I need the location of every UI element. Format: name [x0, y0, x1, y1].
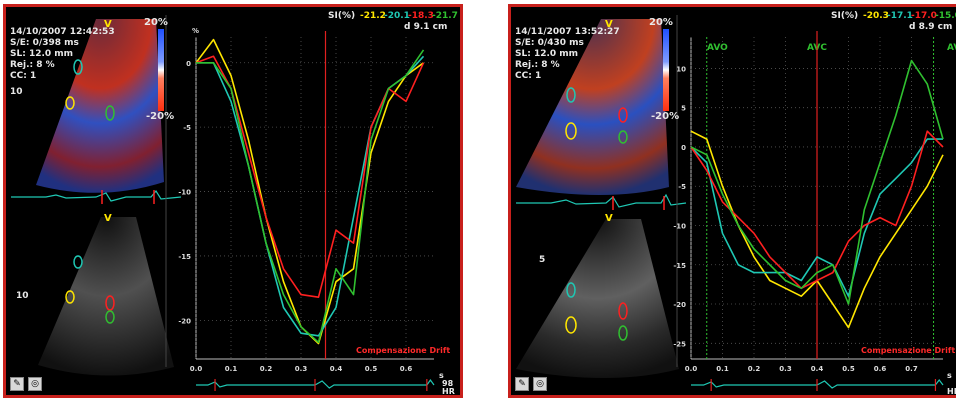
ecg-trace	[196, 378, 435, 389]
depth-cm: d 8.9 cm	[909, 22, 953, 32]
series-line-2	[690, 130, 944, 290]
circle-icon[interactable]: ◎	[28, 377, 42, 391]
drift-label: Compensazione Drift	[356, 346, 451, 355]
x-tick-label: 0.4	[330, 365, 343, 373]
hr-unit: HR	[442, 387, 455, 396]
y-tick-label: -5	[678, 183, 686, 191]
bmode-sector	[38, 217, 174, 376]
velocity-colorbar	[663, 29, 669, 111]
x-tick-label: 0.6	[874, 365, 887, 373]
x-tick-label: 0.0	[685, 365, 698, 373]
x-tick-label: 0.5	[365, 365, 378, 373]
x-tick-label: 0.2	[748, 365, 761, 373]
x-tick-label: 0.1	[716, 365, 729, 373]
strain-chart-right: 10 5 0 -5 -10 -15 -20 -25 0.0 0.1 0.2 0.3 0.4 0.5 0.6 0…	[673, 31, 944, 391]
si-value-yellow: -21.2	[360, 11, 386, 21]
scale-bottom: -20%	[651, 111, 680, 122]
y-tick-label: -20	[673, 301, 686, 309]
x-tick-label: 0.7	[905, 365, 918, 373]
x-tick-label: 0.4	[811, 365, 824, 373]
y-unit: %	[192, 27, 199, 35]
si-value-red: -17.0	[911, 11, 937, 21]
doppler-sector	[36, 19, 164, 193]
series-line-2	[195, 55, 425, 299]
cc-value: CC: 1	[10, 71, 37, 81]
si-label: SI(%)	[831, 11, 859, 21]
echo-images-right	[516, 15, 687, 378]
view-marker-bmode: V	[104, 213, 112, 224]
series-line-1	[690, 138, 943, 298]
x-unit: s	[439, 371, 444, 380]
hr-unit: HR	[947, 387, 956, 396]
x-tick-label: 0.5	[842, 365, 855, 373]
pencil-icon[interactable]: ✎	[515, 377, 529, 391]
y-tick-label: 5	[681, 105, 686, 113]
echo-panel-left: 14/10/2007 12:42:53 S/E: 0/398 ms SL: 12…	[3, 4, 463, 398]
si-label: SI(%)	[328, 11, 356, 21]
x-tick-label: 0.3	[779, 365, 792, 373]
x-tick-label: 0.1	[225, 365, 238, 373]
depth-marker: 10	[10, 87, 23, 97]
cc-value: CC: 1	[515, 71, 542, 81]
si-value-green: -15.0	[935, 11, 956, 21]
series-line-3	[196, 49, 425, 344]
strain-chart-left: 0 -5 -10 -15 -20 0.0 0.1 0.2 0.3 0.4 0.5 0.6%	[178, 27, 435, 391]
echo-images-left	[11, 15, 182, 376]
scale-top: 20%	[144, 17, 168, 28]
view-marker-bmode: V	[605, 213, 613, 224]
x-tick-label: 0.0	[190, 365, 203, 373]
x-tick-label: 0.3	[295, 365, 308, 373]
series-line-1	[196, 55, 425, 337]
sl-value: SL: 12.0 mm	[10, 49, 74, 59]
echo-panel-right: 14/11/2007 13:52:27 S/E: 0/430 ms SL: 12…	[508, 4, 956, 398]
si-value-red: -18.3	[408, 11, 434, 21]
si-value-cyan: -20.1	[384, 11, 410, 21]
doppler-sector	[516, 19, 669, 195]
y-tick-label: -10	[178, 189, 191, 197]
depth-marker: 5	[539, 255, 546, 265]
depth-cm: d 9.1 cm	[404, 22, 448, 32]
x-tick-label: 0.2	[260, 365, 273, 373]
pencil-icon[interactable]: ✎	[10, 377, 24, 391]
y-tick-label: -25	[673, 340, 686, 348]
y-tick-label: -15	[673, 262, 686, 270]
series-line-3	[690, 59, 944, 305]
si-value-cyan: -17.1	[887, 11, 913, 21]
sl-value: SL: 12.0 mm	[515, 49, 579, 59]
y-tick-label: -20	[178, 317, 191, 325]
y-tick-label: 0	[186, 60, 191, 68]
y-tick-label: -15	[178, 253, 191, 261]
hr-value: 98	[442, 379, 454, 388]
se-value: S/E: 0/398 ms	[10, 38, 79, 48]
view-marker: V	[605, 19, 613, 30]
timestamp: 14/11/2007 13:52:27	[515, 27, 620, 37]
rej-value: Rej.: 8 %	[515, 60, 560, 70]
y-tick-label: -5	[183, 124, 191, 132]
x-unit: s	[947, 371, 952, 380]
y-tick-label: -10	[673, 222, 686, 230]
bmode-sector	[516, 219, 679, 378]
event-label-avo: AVO	[707, 43, 728, 53]
velocity-colorbar	[158, 29, 164, 111]
x-tick-label: 0.6	[400, 365, 413, 373]
y-tick-label: 0	[681, 144, 686, 152]
y-tick-label: 10	[676, 65, 686, 73]
scale-bottom: -20%	[146, 111, 175, 122]
event-label-avo-2: AVO	[947, 43, 956, 53]
rej-value: Rej.: 8 %	[10, 60, 55, 70]
timestamp: 14/10/2007 12:42:53	[10, 27, 115, 37]
se-value: S/E: 0/430 ms	[515, 38, 584, 48]
circle-icon[interactable]: ◎	[533, 377, 547, 391]
drift-label: Compensazione Drift	[861, 346, 956, 355]
depth-marker-bmode: 10	[16, 291, 29, 301]
si-value-yellow: -20.3	[863, 11, 889, 21]
scale-top: 20%	[649, 17, 673, 28]
view-marker: V	[104, 19, 112, 30]
series-line-0	[195, 38, 424, 345]
si-value-green: -21.7	[432, 11, 458, 21]
